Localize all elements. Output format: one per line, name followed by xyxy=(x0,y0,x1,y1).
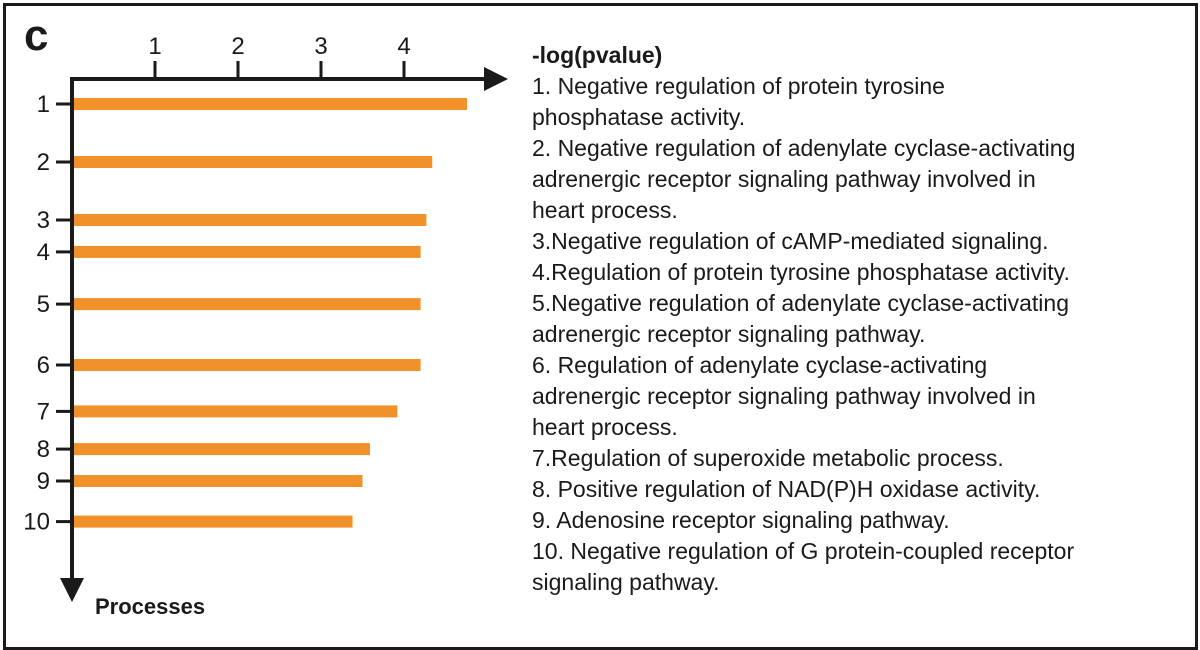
x-tick-label: 1 xyxy=(148,33,161,60)
x-tick-label: 3 xyxy=(314,33,327,60)
y-tick-label: 4 xyxy=(37,239,50,266)
legend-line: 7.Regulation of superoxide metabolic pro… xyxy=(532,445,1004,471)
legend-line: 2. Negative regulation of adenylate cycl… xyxy=(532,135,1076,161)
x-axis-arrow xyxy=(484,67,508,91)
y-tick-label: 10 xyxy=(23,509,50,536)
legend-line: phosphatase activity. xyxy=(532,104,746,130)
bar xyxy=(72,245,421,258)
legend-line: 4.Regulation of protein tyrosine phospha… xyxy=(532,259,1070,285)
legend-line: 1. Negative regulation of protein tyrosi… xyxy=(532,73,945,99)
x-tick-label: 4 xyxy=(397,33,410,60)
y-tick-label: 3 xyxy=(37,207,50,234)
panel-label: c xyxy=(24,11,49,60)
legend-line: 5.Negative regulation of adenylate cycla… xyxy=(532,290,1069,316)
legend: -log(pvalue) 1. Negative regulation of p… xyxy=(532,40,1182,598)
bar xyxy=(72,515,353,528)
bar xyxy=(72,443,370,456)
legend-line: 8. Positive regulation of NAD(P)H oxidas… xyxy=(532,476,1041,502)
bar xyxy=(72,156,433,168)
y-tick-label: 2 xyxy=(37,149,50,176)
bar xyxy=(72,405,398,418)
y-tick-label: 8 xyxy=(37,436,50,463)
y-axis-arrow xyxy=(60,578,84,602)
x-tick-label: 2 xyxy=(231,33,244,60)
y-tick-label: 9 xyxy=(37,468,50,495)
y-tick-label: 7 xyxy=(37,398,50,425)
legend-line: adrenergic receptor signaling pathway in… xyxy=(532,383,1036,409)
legend-line: 9. Adenosine receptor signaling pathway. xyxy=(532,507,950,533)
legend-line: heart process. xyxy=(532,197,678,223)
legend-lines: 1. Negative regulation of protein tyrosi… xyxy=(532,71,1182,598)
y-tick-label: 1 xyxy=(37,91,50,118)
y-axis-title: Processes xyxy=(95,594,205,619)
y-tick-label: 5 xyxy=(37,291,50,318)
legend-line: 3.Negative regulation of cAMP-mediated s… xyxy=(532,228,1049,254)
bar xyxy=(72,214,427,226)
legend-line: 6. Regulation of adenylate cyclase-activ… xyxy=(532,352,988,378)
bar xyxy=(72,359,421,371)
bar xyxy=(72,298,421,311)
legend-line: signaling pathway. xyxy=(532,569,720,595)
legend-title: -log(pvalue) xyxy=(532,42,663,68)
bar-chart: 1 2 3 4 1 2 3 4 5 6 7 8 9 10 Processes xyxy=(23,33,508,619)
y-tick-label: 6 xyxy=(37,352,50,379)
legend-line: heart process. xyxy=(532,414,678,440)
bar xyxy=(72,475,363,487)
legend-line: adrenergic receptor signaling pathway in… xyxy=(532,166,1036,192)
bar xyxy=(72,98,468,110)
figure-frame xyxy=(3,3,1198,650)
legend-line: adrenergic receptor signaling pathway. xyxy=(532,321,926,347)
legend-line: 10. Negative regulation of G protein-cou… xyxy=(532,538,1075,564)
